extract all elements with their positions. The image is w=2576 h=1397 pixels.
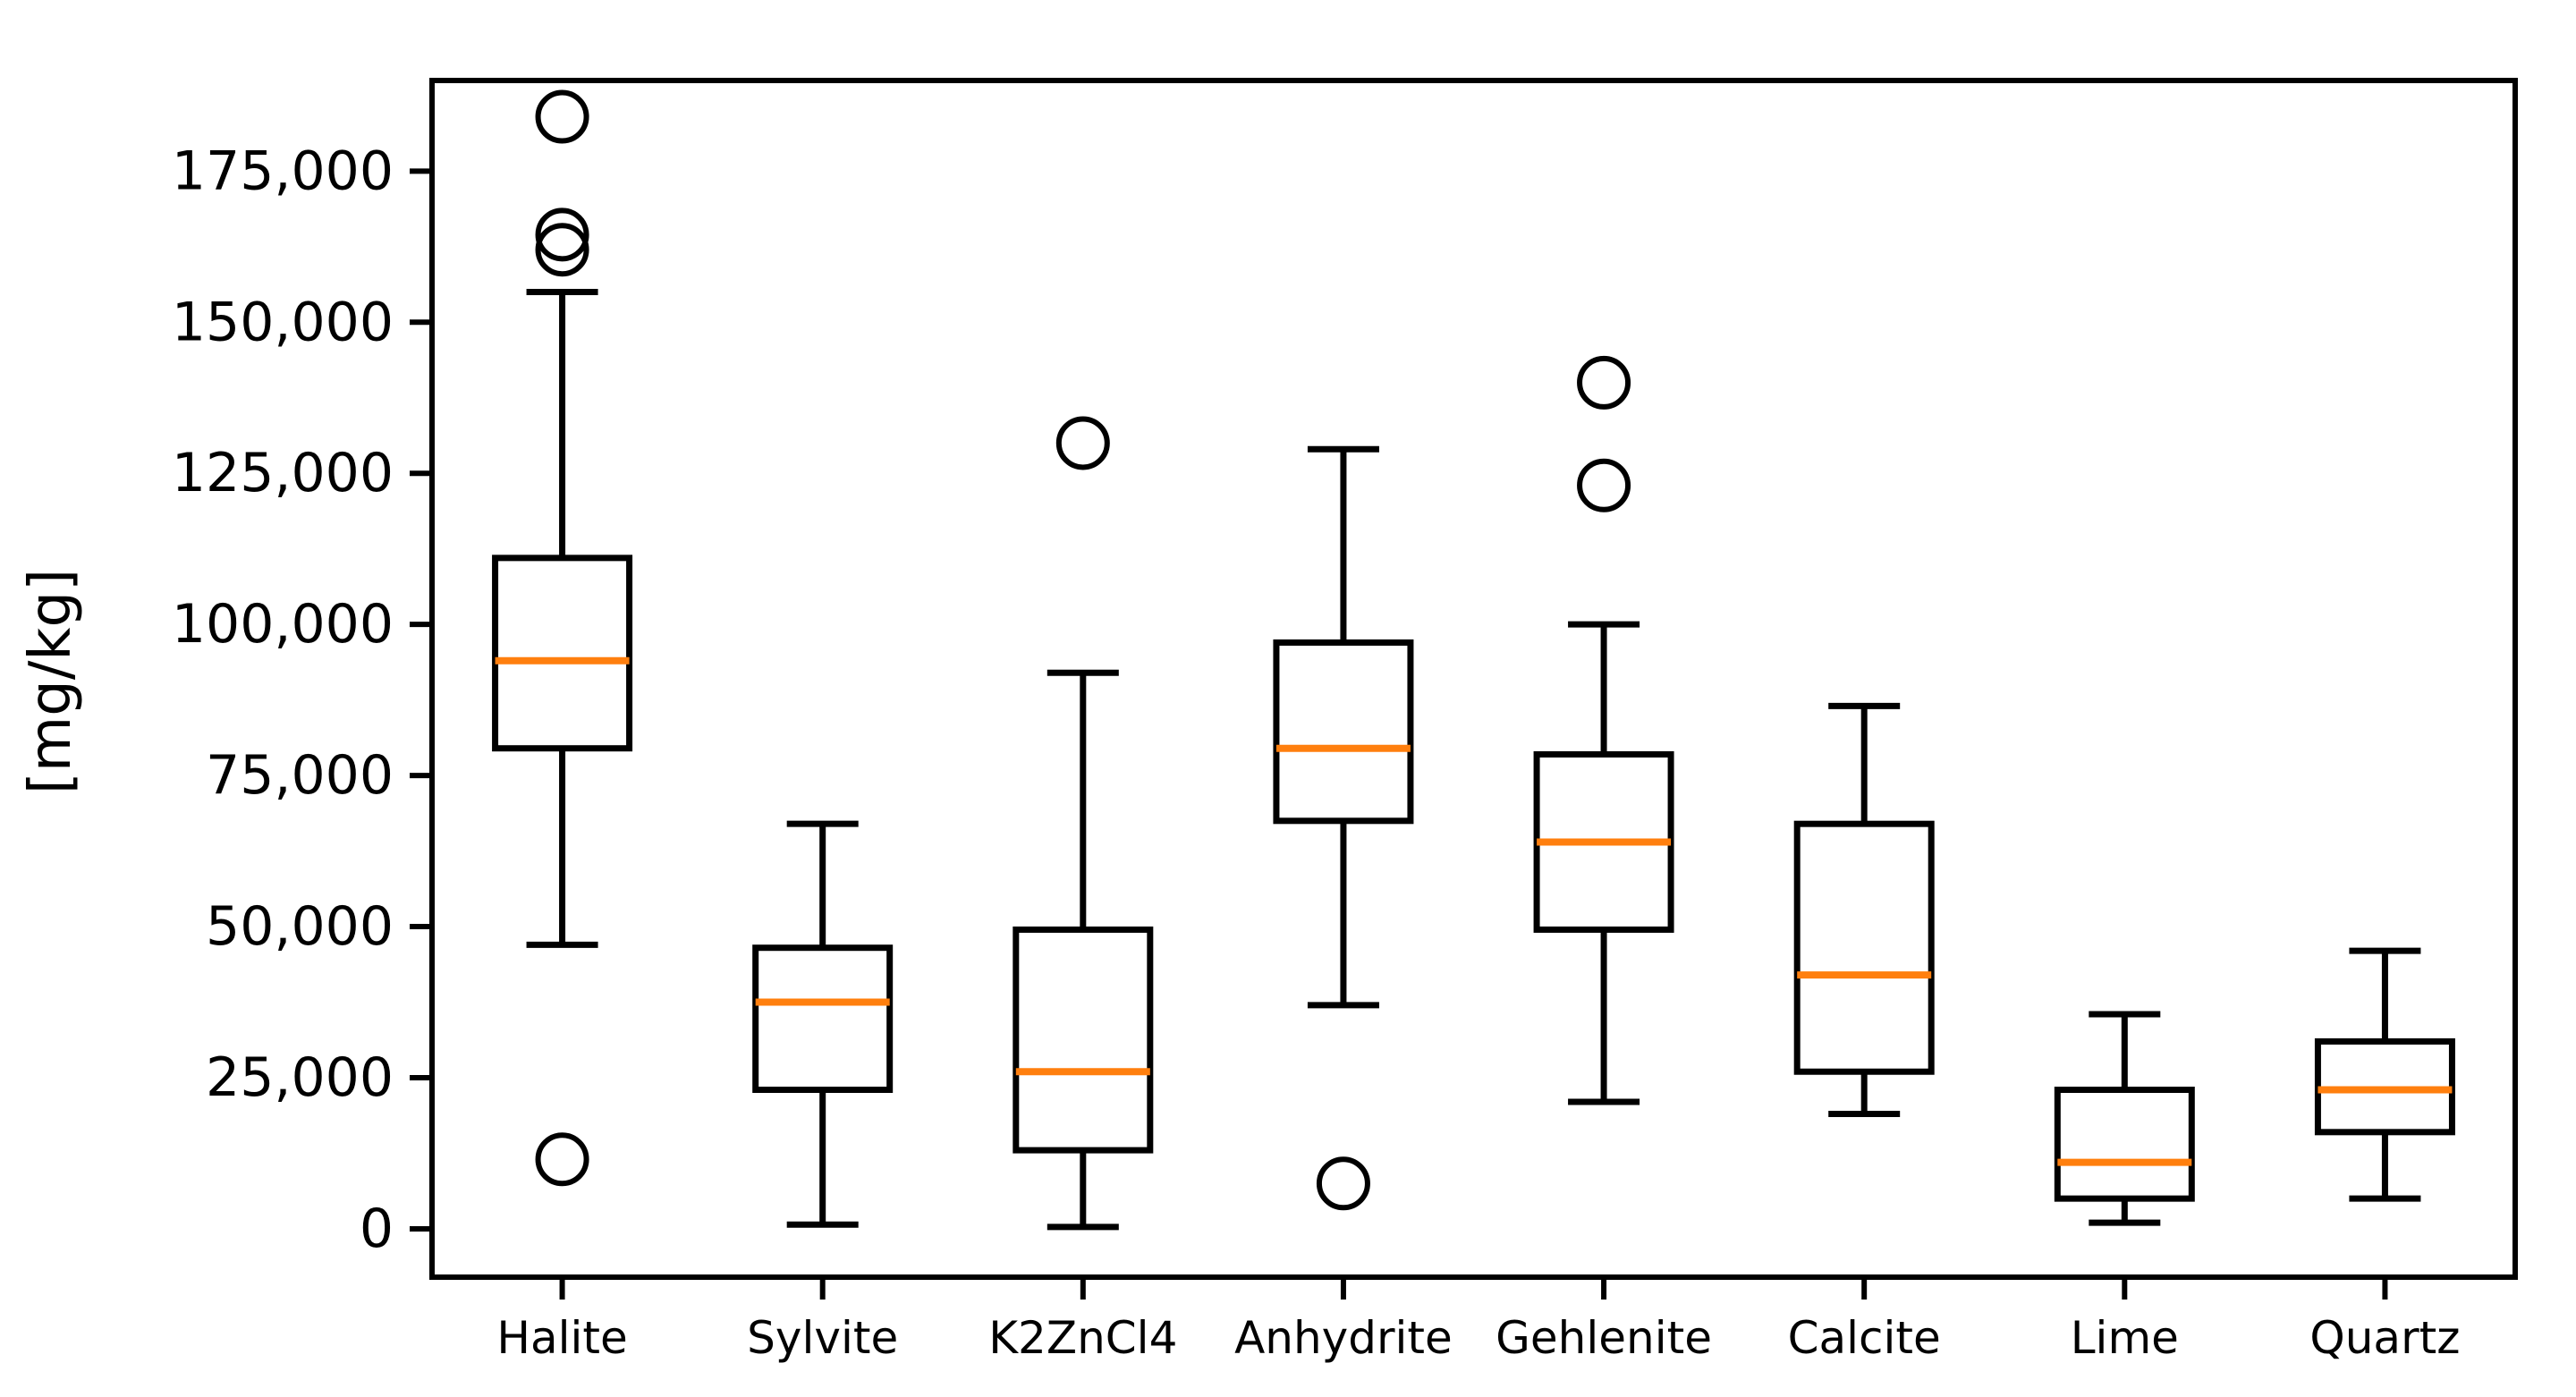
outlier-point — [535, 207, 589, 262]
y-axis-title: [mg/kg] — [18, 569, 84, 794]
y-axis-tick-label: 0 — [360, 1198, 394, 1260]
y-axis-tick-label: 175,000 — [172, 140, 394, 202]
x-axis-category-label: Lime — [2071, 1312, 2179, 1364]
x-axis-category-label: Calcite — [1788, 1312, 1941, 1364]
x-axis-category-label: Halite — [496, 1312, 627, 1364]
y-axis-tick-label: 25,000 — [206, 1046, 394, 1109]
outlier-point — [535, 223, 589, 277]
outlier-point — [1577, 355, 1631, 410]
iqr-box — [752, 944, 894, 1094]
iqr-box — [1273, 639, 1414, 825]
outlier-point — [1577, 458, 1631, 512]
y-axis-tick-label: 50,000 — [206, 895, 394, 958]
outlier-point — [1316, 1156, 1370, 1211]
x-axis-category-label: Anhydrite — [1234, 1312, 1453, 1364]
iqr-box — [1013, 926, 1154, 1154]
y-axis-tick-label: 125,000 — [172, 442, 394, 504]
outlier-point — [535, 89, 589, 144]
x-axis-category-label: K2ZnCl4 — [988, 1312, 1177, 1364]
outlier-point — [535, 1132, 589, 1187]
plot-area: 0 25,000 50,000 75,000 100,000 125,000 150,000… — [172, 78, 2518, 1364]
y-axis-tick-label: 150,000 — [172, 291, 394, 353]
iqr-box — [2054, 1087, 2195, 1202]
y-axis-tick-label: 75,000 — [206, 744, 394, 807]
plot-border — [429, 78, 2518, 1280]
x-axis-category-label: Quartz — [2309, 1312, 2460, 1364]
iqr-box — [492, 555, 633, 752]
y-axis-tick-label: 100,000 — [172, 593, 394, 656]
iqr-box — [1793, 820, 1935, 1075]
x-axis-category-label: Gehlenite — [1496, 1312, 1712, 1364]
outlier-point — [1055, 416, 1110, 470]
x-axis-category-label: Sylvite — [747, 1312, 898, 1364]
